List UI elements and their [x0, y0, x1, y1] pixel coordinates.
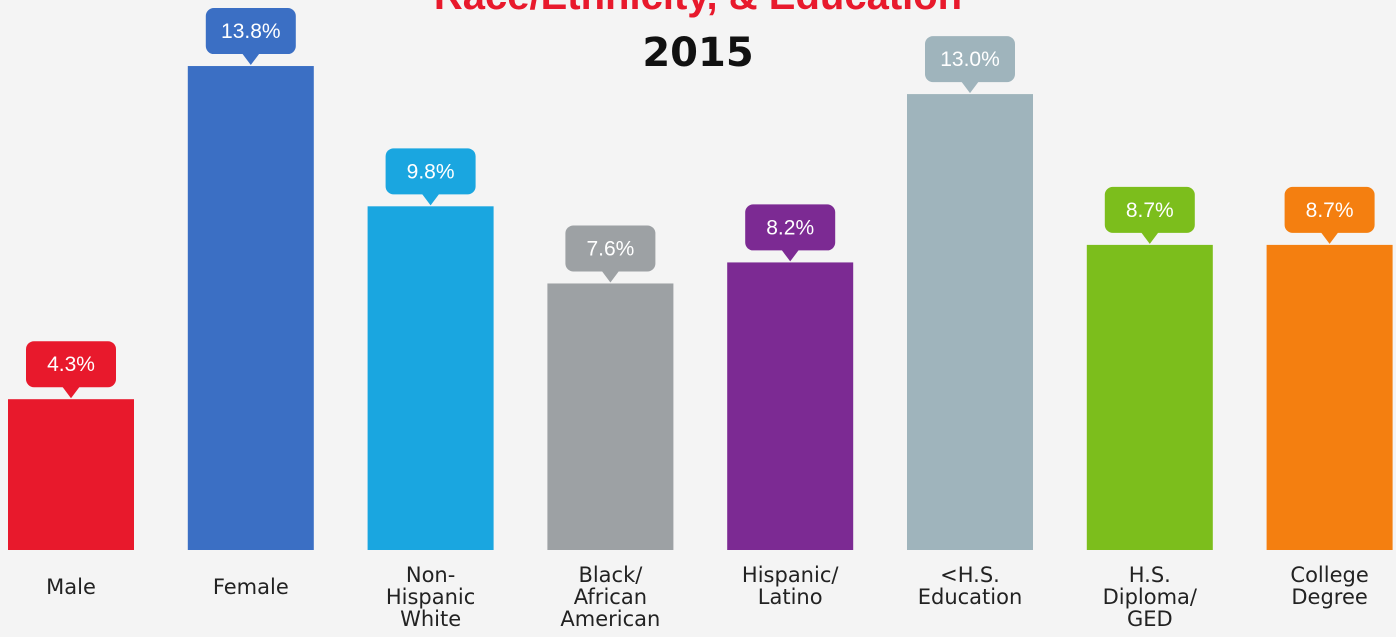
category-label-line: American — [560, 607, 660, 631]
category-label-line: Female — [213, 575, 289, 599]
bar-group-1: 13.8% Female — [187, 8, 314, 599]
data-label-pointer — [421, 193, 440, 206]
data-label-pointer — [961, 81, 979, 94]
bar — [1266, 244, 1393, 551]
data-label-bubble — [205, 8, 296, 55]
category-label: Male — [46, 575, 96, 599]
category-label: Non-Hispanic White — [386, 563, 475, 631]
data-label-pointer — [601, 270, 620, 283]
category-label-line: Hispanic/ — [742, 563, 839, 587]
data-label: 9.8% — [407, 160, 455, 183]
category-label-line: Black/ — [578, 563, 643, 587]
bar — [367, 206, 494, 550]
category-label: Hispanic/Latino — [742, 563, 839, 609]
category-label: College Degree — [1290, 563, 1368, 609]
category-label: <H.S. Education — [918, 563, 1023, 609]
category-label-line: H.S. — [1129, 563, 1171, 587]
category-label-line: Latino — [758, 585, 823, 609]
chart-subtitle: 2015 — [642, 30, 754, 76]
data-label: 8.7% — [1126, 199, 1174, 222]
category-label-line: Degree — [1291, 585, 1367, 609]
data-label-pointer — [1320, 231, 1339, 244]
data-label-bubble — [1104, 186, 1195, 233]
bar-group-3: 7.6% Black/African American — [547, 225, 674, 631]
data-label: 13.0% — [940, 48, 1000, 71]
category-label-line: Education — [918, 585, 1023, 609]
bar-group-4: 8.2% Hispanic/Latino — [727, 204, 854, 609]
data-label-bubble — [1284, 186, 1375, 233]
bar-group-7: 8.7% College Degree — [1266, 186, 1393, 609]
chart-title: Race/Ethnicity, & Education — [0, 0, 1396, 19]
category-label-line: <H.S. — [940, 563, 1000, 587]
category-label-line: White — [400, 607, 461, 631]
data-label-bubble — [565, 225, 656, 272]
category-label-line: Male — [46, 575, 96, 599]
data-label-pointer — [781, 249, 800, 262]
data-label: 8.2% — [766, 216, 814, 239]
data-label-pointer — [241, 53, 260, 66]
data-label: 7.6% — [586, 237, 634, 260]
category-label-line: Non- — [406, 563, 455, 587]
bar-group-2: 9.8% Non-Hispanic White — [367, 148, 494, 631]
data-label: 13.8% — [221, 20, 281, 43]
category-label-line: GED — [1127, 607, 1173, 631]
bar — [907, 94, 1033, 550]
bar — [8, 399, 134, 550]
category-label-line: African — [574, 585, 647, 609]
category-label-line: College — [1290, 563, 1368, 587]
category-label: Female — [213, 575, 289, 599]
category-label: Black/African American — [560, 563, 660, 631]
bar-group-6: 8.7% H.S. Diploma/GED — [1086, 186, 1213, 631]
bar — [727, 262, 854, 550]
category-label: H.S. Diploma/GED — [1103, 563, 1198, 631]
data-label-bubble — [925, 36, 1015, 83]
data-label: 8.7% — [1306, 199, 1354, 222]
bar — [1086, 244, 1213, 551]
data-label-bubble — [745, 204, 836, 251]
data-label-bubble — [26, 341, 116, 388]
bar — [547, 283, 674, 550]
data-label-pointer — [1140, 231, 1159, 244]
data-label-pointer — [62, 386, 80, 399]
bar-group-5: 13.0% <H.S. Education — [907, 36, 1033, 609]
bar — [187, 66, 314, 550]
data-label-bubble — [385, 148, 476, 195]
bar-group-0: 4.3% Male — [8, 341, 134, 599]
data-label: 4.3% — [47, 353, 95, 376]
category-label-line: Diploma/ — [1103, 585, 1198, 609]
category-label-line: Hispanic — [386, 585, 475, 609]
